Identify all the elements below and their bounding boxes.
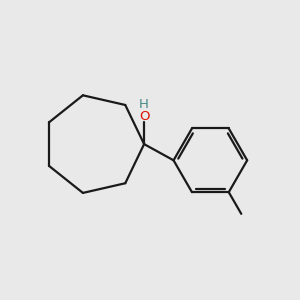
Text: H: H <box>139 98 149 111</box>
Text: O: O <box>139 110 149 124</box>
